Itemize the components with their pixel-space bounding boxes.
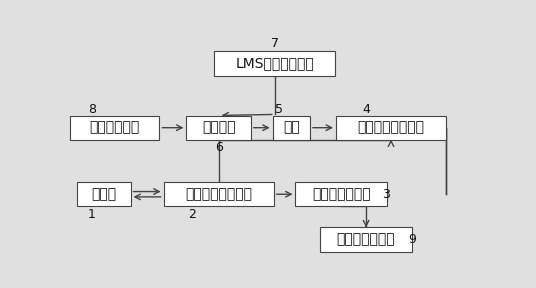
FancyBboxPatch shape xyxy=(70,115,159,140)
FancyBboxPatch shape xyxy=(214,51,335,75)
FancyBboxPatch shape xyxy=(77,182,131,206)
Text: 2: 2 xyxy=(188,208,196,221)
Text: 拉簧: 拉簧 xyxy=(283,121,300,135)
Text: 计算机: 计算机 xyxy=(91,187,116,201)
Text: 恒速控制装置: 恒速控制装置 xyxy=(90,121,140,135)
FancyBboxPatch shape xyxy=(336,115,446,140)
FancyBboxPatch shape xyxy=(321,228,412,252)
Text: 显示和记录装置: 显示和记录装置 xyxy=(337,233,396,247)
Text: 9: 9 xyxy=(408,233,416,246)
Text: 8: 8 xyxy=(88,103,96,116)
FancyBboxPatch shape xyxy=(273,115,310,140)
Text: 1: 1 xyxy=(88,208,96,221)
FancyBboxPatch shape xyxy=(163,182,274,206)
Text: 5: 5 xyxy=(275,103,283,116)
Text: LMS数据采集系统: LMS数据采集系统 xyxy=(235,56,314,70)
Text: 人工肌群控制平台: 人工肌群控制平台 xyxy=(185,187,252,201)
FancyBboxPatch shape xyxy=(187,115,251,140)
FancyBboxPatch shape xyxy=(295,182,387,206)
Text: 人工肌群测试平台: 人工肌群测试平台 xyxy=(358,121,425,135)
Text: 4: 4 xyxy=(362,103,370,116)
Text: 力传感器: 力传感器 xyxy=(202,121,235,135)
Text: 7: 7 xyxy=(271,37,279,50)
Text: 3: 3 xyxy=(382,188,390,201)
Text: 激光位移传感器: 激光位移传感器 xyxy=(312,187,370,201)
Text: 6: 6 xyxy=(215,141,222,154)
